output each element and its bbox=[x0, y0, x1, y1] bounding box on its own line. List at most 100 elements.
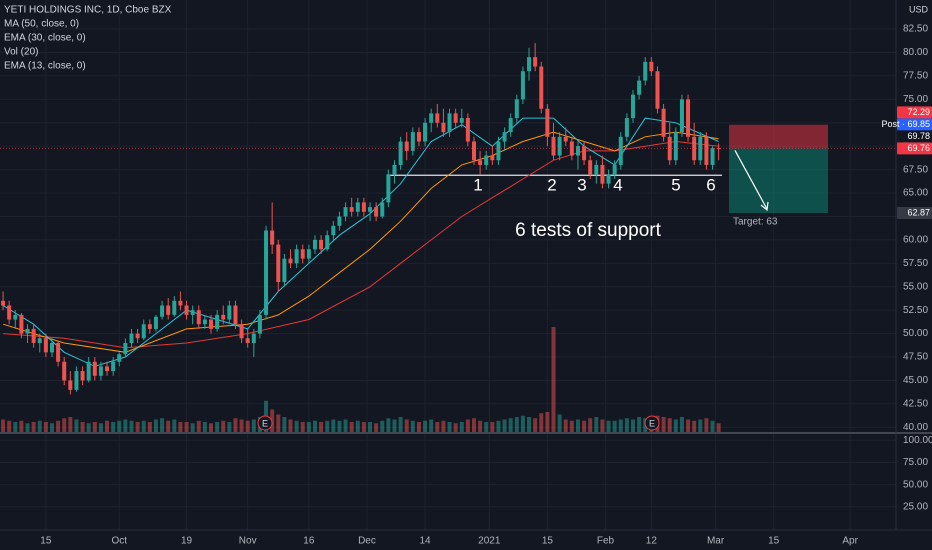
x-tick-label: 15 bbox=[40, 536, 52, 547]
y-tick-label: 40.00 bbox=[903, 422, 928, 433]
candle-body bbox=[37, 338, 42, 343]
candle-body bbox=[441, 122, 446, 133]
x-tick-label: 19 bbox=[181, 536, 193, 547]
candle-body bbox=[453, 113, 458, 123]
volume-bar bbox=[520, 415, 525, 432]
volume-bar bbox=[49, 423, 54, 432]
candle-body bbox=[398, 141, 403, 165]
price-label-box bbox=[897, 106, 932, 119]
support-test-label: 5 bbox=[671, 176, 680, 195]
candle-body bbox=[19, 314, 24, 334]
volume-bar bbox=[582, 420, 587, 432]
volume-bar bbox=[429, 419, 434, 432]
price-label: 72.29 bbox=[907, 107, 930, 117]
volume-bar bbox=[282, 417, 287, 432]
x-tick-label: Mar bbox=[707, 536, 725, 547]
candle-body bbox=[582, 146, 587, 161]
x-tick-label: 14 bbox=[420, 536, 432, 547]
volume-bar bbox=[337, 420, 342, 432]
volume-bar bbox=[410, 420, 415, 432]
arrow-line bbox=[734, 150, 768, 210]
volume-bar bbox=[514, 417, 519, 432]
candle-body bbox=[190, 310, 195, 315]
x-tick-label: 16 bbox=[303, 536, 315, 547]
volume-bar bbox=[209, 423, 214, 432]
earnings-label: E bbox=[649, 418, 655, 428]
candle-body bbox=[637, 80, 642, 95]
volume-bar bbox=[612, 420, 617, 432]
candle-body bbox=[716, 148, 721, 150]
candle-body bbox=[245, 338, 250, 343]
volume-bar bbox=[147, 422, 152, 432]
volume-bar bbox=[624, 418, 629, 432]
volume-bar bbox=[190, 423, 195, 432]
candle-body bbox=[594, 164, 599, 175]
volume-bar bbox=[111, 422, 116, 432]
candle-body bbox=[673, 132, 678, 161]
volume-bar bbox=[270, 409, 275, 432]
support-test-label: 6 bbox=[706, 176, 715, 195]
candle-body bbox=[686, 99, 691, 137]
x-tick-label: 12 bbox=[646, 536, 658, 547]
candle-body bbox=[710, 148, 715, 165]
volume-bar bbox=[7, 420, 12, 432]
volume-bar bbox=[306, 422, 311, 432]
earnings-marker bbox=[257, 415, 273, 431]
support-test-label: 2 bbox=[547, 176, 556, 195]
candle-body bbox=[331, 225, 336, 236]
volume-bar bbox=[123, 419, 128, 432]
volume-bar bbox=[37, 420, 42, 432]
volume-bar bbox=[679, 417, 684, 432]
ma-line bbox=[2, 131, 719, 353]
candle-body bbox=[380, 202, 385, 217]
candle-body bbox=[514, 99, 519, 119]
candle-body bbox=[257, 314, 262, 334]
y-tick-label: 67.50 bbox=[903, 164, 928, 175]
candle-body bbox=[215, 314, 220, 329]
candle-body bbox=[196, 310, 201, 325]
x-tick-label: Feb bbox=[597, 536, 615, 547]
candle-body bbox=[410, 132, 415, 151]
y-tick-label: 75.00 bbox=[903, 457, 928, 468]
stop-zone bbox=[729, 124, 828, 149]
legend-entry: EMA (13, close, 0) bbox=[4, 61, 86, 72]
volume-bar bbox=[704, 418, 709, 432]
y-tick-label: 50.00 bbox=[903, 328, 928, 339]
candle-body bbox=[435, 113, 440, 123]
candle-body bbox=[368, 207, 373, 212]
candle-body bbox=[31, 328, 36, 343]
candle-body bbox=[43, 338, 48, 353]
volume-bar bbox=[13, 422, 18, 432]
volume-bar bbox=[563, 419, 568, 432]
candle-body bbox=[502, 132, 507, 142]
candle-body bbox=[153, 316, 158, 329]
candle-body bbox=[551, 136, 556, 156]
candle-body bbox=[386, 174, 391, 203]
volume-bar bbox=[25, 423, 30, 432]
candle-body bbox=[13, 314, 18, 320]
volume-bar bbox=[471, 418, 476, 432]
candle-body bbox=[184, 305, 189, 315]
candle-body bbox=[49, 342, 54, 353]
volume-bar bbox=[667, 418, 672, 432]
volume-bar bbox=[716, 423, 721, 432]
currency: USD bbox=[909, 4, 929, 14]
volume-bar bbox=[698, 419, 703, 432]
x-tick-label: Dec bbox=[358, 536, 376, 547]
volume-bar bbox=[92, 422, 97, 432]
candle-body bbox=[643, 61, 648, 81]
candle-body bbox=[25, 328, 30, 334]
candle-body bbox=[86, 361, 91, 381]
volume-bar bbox=[392, 419, 397, 432]
candle-body bbox=[478, 160, 483, 165]
y-tick-label: 47.50 bbox=[903, 352, 928, 363]
candle-body bbox=[80, 371, 85, 381]
volume-bar bbox=[490, 422, 495, 432]
support-test-label: 3 bbox=[577, 176, 586, 195]
y-tick-label: 52.50 bbox=[903, 305, 928, 316]
volume-bar bbox=[527, 417, 532, 432]
candle-body bbox=[520, 71, 525, 100]
candle-body bbox=[276, 244, 281, 283]
